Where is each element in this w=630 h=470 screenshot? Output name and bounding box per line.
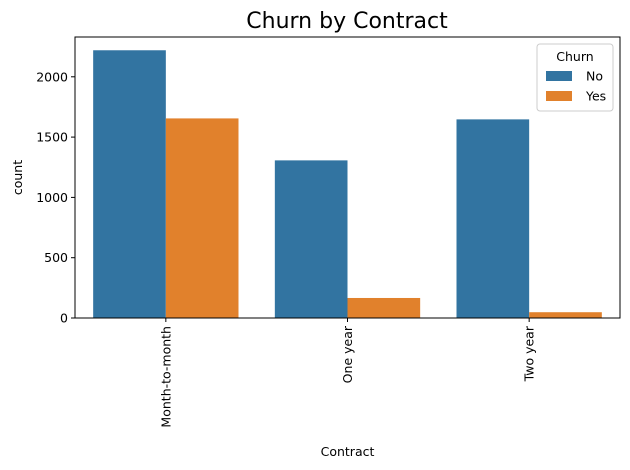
bar-no-1 [274,160,348,318]
legend-items: No Yes [546,69,606,104]
bar-yes-2 [529,312,602,318]
y-tick-label: 2000 [36,69,68,84]
y-tick-label: 1500 [36,130,68,145]
legend-label-yes: Yes [585,89,606,104]
legend-title: Churn [556,49,593,64]
legend-swatch-no [546,71,572,81]
bar-no-2 [456,119,530,318]
x-axis-label: Contract [321,444,375,459]
legend-swatch-yes [546,91,572,101]
bar-yes-0 [165,118,239,318]
legend-label-no: No [586,69,603,84]
chart-title: Churn by Contract [246,9,448,34]
x-tick-label: Month-to-month [158,326,173,428]
y-tick-label: 1000 [36,190,68,205]
y-axis: 0 500 1000 1500 2000 [36,69,75,326]
y-tick-label: 0 [60,311,68,326]
plot-area: 0 500 1000 1500 2000 Month-to-month One year T… [36,36,621,428]
bars [93,50,602,319]
plot-frame [74,36,621,319]
bar-yes-1 [347,297,421,318]
x-tick-label: Two year [522,325,537,382]
legend: Churn No Yes [536,43,614,112]
y-axis-label: count [10,160,25,195]
x-axis: Month-to-month One year Two year [158,318,537,428]
y-tick-label: 500 [44,250,68,265]
bar-no-0 [93,50,166,319]
x-tick-label: One year [340,325,355,383]
